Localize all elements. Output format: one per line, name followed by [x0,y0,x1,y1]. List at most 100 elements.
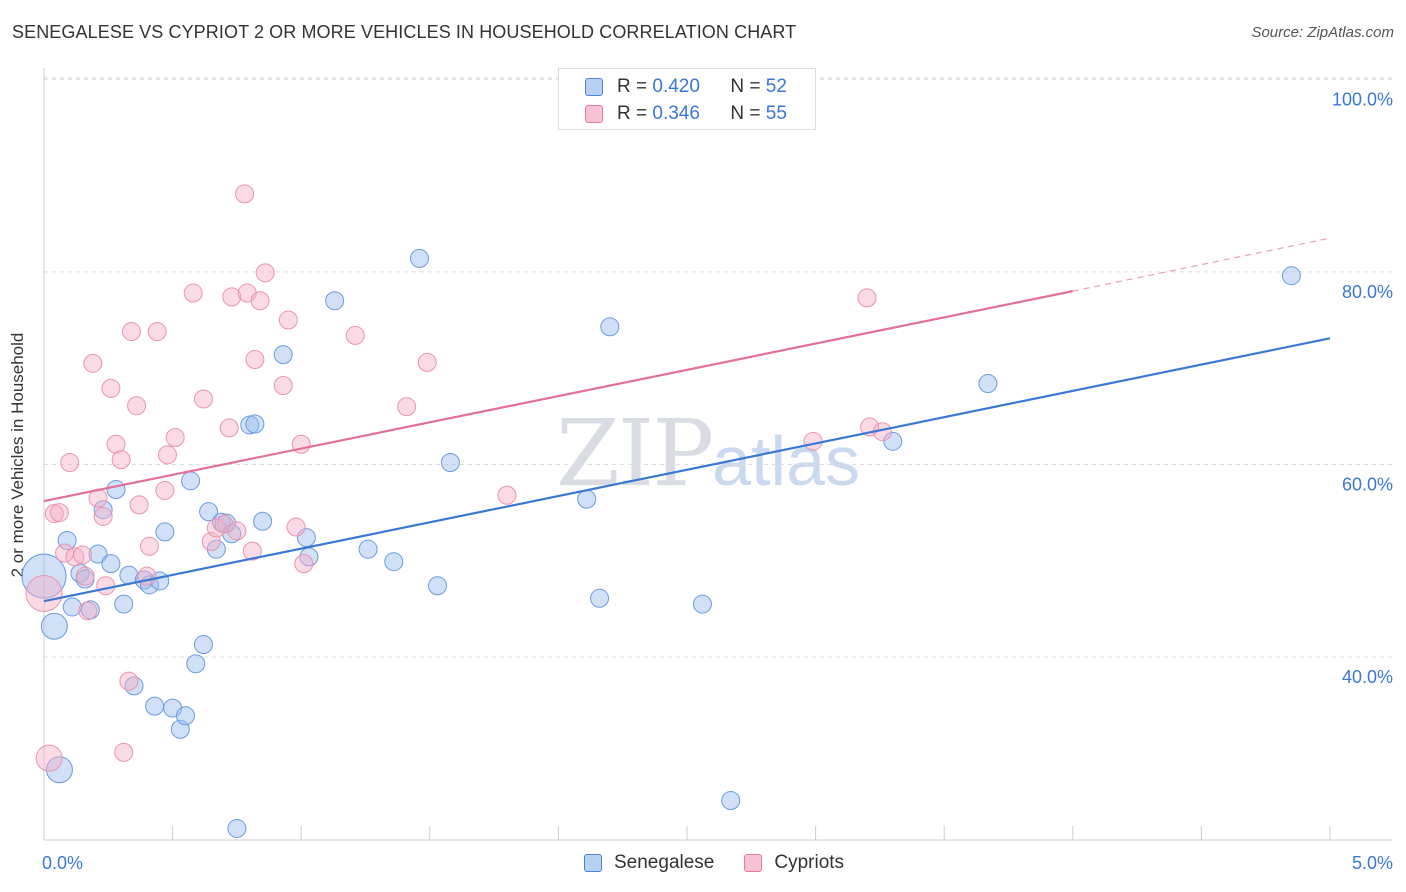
cypriot-point [75,566,95,586]
legend-r-value: 0.346 [652,103,700,124]
cypriot-point [165,427,185,447]
senegalese-point [1281,266,1301,286]
senegalese-point [114,594,134,614]
senegalese-point [93,500,113,520]
cypriot-point [255,263,275,283]
cypriot-point [345,325,365,345]
senegalese-point [600,317,620,337]
legend-n-value: 52 [765,76,787,97]
senegalese-trend-line [43,337,1331,603]
legend-swatch-blue [585,78,603,96]
legend-label-senegalese: Senegalese [614,852,715,873]
senegalese-point [101,554,121,574]
cypriot-point [803,431,823,451]
legend-n-label: N = [730,76,761,97]
watermark-atlas: atlas [712,422,861,500]
x-tick-label: 0.0% [42,853,83,873]
senegalese-point [88,544,108,564]
senegalese-point [155,522,175,542]
cypriot-point [183,283,203,303]
cypriot-point [397,397,417,417]
senegalese-point [40,612,68,640]
senegalese-point [721,791,741,811]
y-tick-label: 80.0% [1342,282,1393,302]
senegalese-point [106,479,126,499]
senegalese-point [199,502,219,522]
watermark: ZIPatlas [556,400,860,507]
cypriot-point [139,536,159,556]
cypriot-point [78,601,98,621]
chart-title: SENEGALESE VS CYPRIOT 2 OR MORE VEHICLES… [12,22,797,42]
senegalese-point [692,594,712,614]
cypriot-point [294,554,314,574]
cypriot-point [96,576,116,596]
senegalese-point [175,706,195,726]
cypriot-point [60,453,80,473]
cypriot-point [278,310,298,330]
cypriot-point [497,485,517,505]
senegalese-point [227,818,247,838]
senegalese-point [21,553,67,599]
legend-item-cypriots[interactable]: Cypriots [744,852,844,874]
cypriot-point [121,322,141,342]
legend-swatch-blue [584,854,602,872]
cypriot-point [417,352,437,372]
cypriot-point [155,480,175,500]
senegalese-point [186,654,206,674]
cypriot-point [273,375,293,395]
cypriot-point [114,742,134,762]
cypriot-trend-line [43,290,1074,503]
senegalese-point [384,552,404,572]
cypriot-point [286,517,306,537]
cypriot-point [222,287,242,307]
senegalese-point [245,414,265,434]
y-tick-label: 100.0% [1332,89,1393,109]
senegalese-point [325,291,345,311]
cypriot-point [35,744,63,772]
cypriot-point [93,506,113,526]
legend-row-cypriots: R = 0.346 N = 55 [585,103,787,125]
senegalese-point [440,453,460,473]
legend-item-senegalese[interactable]: Senegalese [584,852,714,874]
cypriot-point [857,288,877,308]
cypriot-point [127,396,147,416]
cypriot-point [83,353,103,373]
cypriot-point [227,521,247,541]
cypriot-point [193,389,213,409]
senegalese-point [428,576,448,596]
legend-swatch-pink [744,854,763,872]
senegalese-point [181,471,201,491]
source-label: Source: ZipAtlas.com [1251,24,1394,41]
senegalese-point [410,248,430,268]
legend-label-cypriots: Cypriots [774,852,845,873]
cypriot-point [65,547,85,567]
senegalese-point [978,374,998,394]
series-legend: Senegalese Cypriots [584,852,874,874]
legend-row-senegalese: R = 0.420 N = 52 [585,76,787,98]
y-tick-label: 40.0% [1342,667,1393,687]
senegalese-point [45,756,73,784]
senegalese-point [358,539,378,559]
legend-swatch-pink [585,105,603,123]
cypriot-point [119,671,139,691]
cypriot-point [73,545,93,565]
correlation-legend: R = 0.420 N = 52 R = 0.346 N = 55 [558,68,816,130]
senegalese-point [590,588,610,608]
senegalese-point [577,489,597,509]
legend-n-value: 55 [765,103,787,124]
cypriot-point [44,504,64,524]
senegalese-point [193,635,213,655]
x-tick-label: 5.0% [1352,853,1393,873]
y-tick-label: 60.0% [1342,474,1393,494]
cypriot-point [219,418,239,438]
senegalese-point [273,345,293,365]
cypriot-point [111,450,131,470]
cypriot-point [101,378,121,398]
cypriot-point [245,349,265,369]
senegalese-point [240,415,260,435]
cypriot-point [129,495,149,515]
senegalese-point [145,696,165,716]
legend-r-value: 0.420 [652,76,700,97]
cypriot-point [242,541,262,561]
